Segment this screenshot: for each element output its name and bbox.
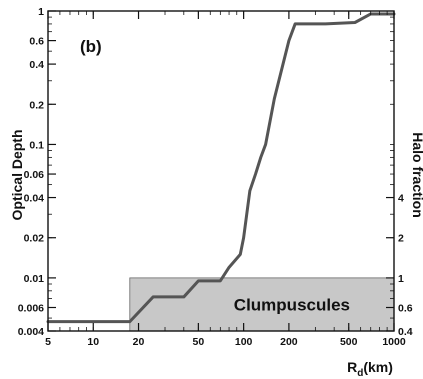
y-tick-label-right: 0.6: [398, 303, 413, 315]
x-axis-title: Rd(km): [347, 359, 393, 379]
x-tick-label: 10: [87, 336, 99, 348]
clumpuscules-label: Clumpuscules: [234, 295, 350, 314]
y-tick-label-left: 0.01: [24, 273, 45, 285]
y-tick-label-right: 4: [398, 193, 404, 205]
x-tick-label: 100: [235, 336, 253, 348]
y-tick-label-right: 1: [398, 273, 404, 285]
y-tick-label-left: 0.02: [24, 233, 45, 245]
x-axis-title-unit: (km): [363, 359, 393, 375]
y-axis-title-right: Halo fraction: [410, 132, 423, 218]
clumpuscules-region: [129, 277, 395, 332]
series-layer: [46, 12, 396, 324]
panel-label: (b): [80, 37, 102, 56]
y-axis-title-left: Optical Depth: [9, 129, 25, 220]
tick-layer: 5 10 20 50 100 200 500 1000 1 0.6 0.4 0.2 0.1 0.06 0.0…: [18, 6, 413, 348]
y-tick-label-right: 0.4: [398, 326, 413, 338]
x-axis-title-subscript: d: [357, 368, 363, 379]
x-tick-label: 500: [340, 336, 358, 348]
y-tick-label-left: 0.2: [29, 99, 44, 111]
y-tick-label-left: 0.006: [18, 303, 44, 315]
y-tick-label-left: 0.004: [18, 326, 44, 338]
x-tick-label: 20: [133, 336, 145, 348]
shaded-region-layer: Clumpuscules: [129, 277, 395, 332]
x-tick-label: 200: [280, 336, 298, 348]
y-tick-label-left: 0.1: [29, 139, 44, 151]
y-tick-label-right: 2: [398, 233, 404, 245]
y-tick-label-left: 0.06: [24, 169, 45, 181]
y-tick-label-left: 0.6: [29, 36, 44, 48]
y-tick-label-left: 0.04: [24, 193, 45, 205]
series-line-0: [46, 12, 396, 324]
plot-frame: [47, 10, 395, 332]
y-tick-label-left: 0.4: [29, 59, 44, 71]
x-tick-label: 50: [193, 336, 205, 348]
y-tick-label-left: 1: [38, 6, 44, 18]
x-tick-label: 1000: [382, 336, 406, 348]
x-tick-label: 5: [45, 336, 51, 348]
x-axis-title-main: R: [347, 359, 357, 375]
